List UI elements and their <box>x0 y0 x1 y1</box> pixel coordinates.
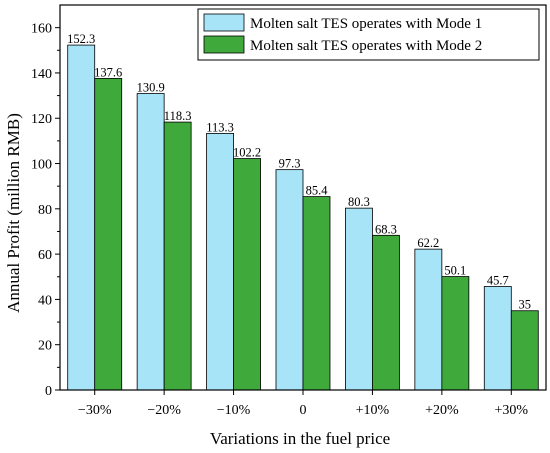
data-label: 80.3 <box>348 195 370 209</box>
data-label: 130.9 <box>137 81 165 95</box>
y-tick-label: 60 <box>38 248 52 263</box>
bar-series-1 <box>345 207 373 391</box>
data-label: 50.1 <box>444 264 466 278</box>
bar-series-1 <box>136 93 165 391</box>
y-tick-label: 20 <box>38 339 52 354</box>
x-tick-label: −30% <box>78 403 112 418</box>
bar-series-1 <box>275 169 304 391</box>
bar-series-2 <box>510 310 539 391</box>
bar-series-1 <box>67 44 96 391</box>
legend-swatch <box>203 35 245 54</box>
bar-series-2 <box>233 158 261 391</box>
x-axis-title: Variations in the fuel price <box>210 429 390 448</box>
y-axis: 0 20 40 60 80 100 120 140 160 <box>31 22 60 399</box>
legend-label: Molten salt TES operates with Mode 1 <box>250 16 482 32</box>
bar-series-2 <box>94 77 123 391</box>
x-tick-label: 0 <box>300 403 307 418</box>
bar-series-2 <box>163 121 192 391</box>
bar-series-1 <box>414 248 443 391</box>
y-tick-label: 120 <box>31 112 52 127</box>
bars-group <box>67 44 539 391</box>
y-tick-label: 0 <box>45 384 52 399</box>
legend-box <box>197 8 540 61</box>
data-labels-group: 152.3 137.6 130.9 118.3 113.3 102.2 97.3 85.4 80… <box>67 32 531 312</box>
y-axis-title: Annual Profit (million RMB) <box>4 113 23 313</box>
bar-series-2 <box>302 196 331 391</box>
y-tick-label: 40 <box>38 293 52 308</box>
legend-swatch <box>203 13 245 32</box>
y-tick-label: 100 <box>31 158 52 173</box>
y-tick-label: 160 <box>31 22 52 37</box>
x-tick-label: −10% <box>217 403 251 418</box>
legend: Molten salt TES operates with Mode 1 Molt… <box>197 8 540 61</box>
data-label: 152.3 <box>67 32 95 46</box>
x-tick-label: +20% <box>425 403 459 418</box>
bar-series-2 <box>441 276 470 391</box>
legend-label: Molten salt TES operates with Mode 2 <box>250 38 482 54</box>
bar-series-2 <box>372 234 400 391</box>
x-tick-label: +30% <box>495 403 529 418</box>
data-label: 35 <box>519 298 532 312</box>
data-label: 85.4 <box>306 184 329 198</box>
y-tick-label: 80 <box>38 203 52 218</box>
data-label: 137.6 <box>94 65 122 79</box>
data-label: 68.3 <box>375 222 397 236</box>
bar-series-1 <box>206 133 234 391</box>
data-label: 118.3 <box>164 109 192 123</box>
data-label: 62.2 <box>417 236 439 250</box>
x-tick-label: +10% <box>356 403 390 418</box>
y-tick-label: 140 <box>31 67 52 82</box>
data-label: 97.3 <box>279 157 301 171</box>
x-axis: −30% −20% −10% 0 +10% +20% +30% <box>78 390 528 418</box>
data-label: 113.3 <box>206 120 234 134</box>
data-label: 102.2 <box>233 146 261 160</box>
data-label: 45.7 <box>487 274 509 288</box>
bar-series-1 <box>483 286 512 391</box>
x-tick-label: −20% <box>147 403 181 418</box>
